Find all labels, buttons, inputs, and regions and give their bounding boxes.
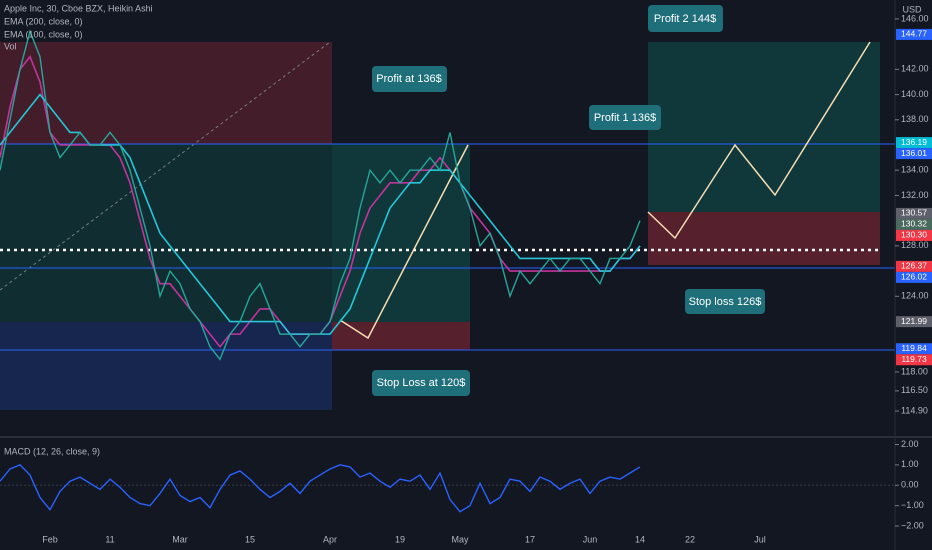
price-line	[0, 464, 641, 513]
x-tick-label: 14	[635, 534, 645, 544]
price-tag	[896, 271, 932, 283]
macd-title: MACD (12, 26, close, 9)	[4, 446, 100, 456]
price-tag-label: 130.32	[901, 219, 927, 229]
price-tag	[896, 316, 932, 328]
y-tick-label: 114.90	[901, 405, 928, 415]
y-tick-label: 134.00	[901, 165, 929, 175]
price-tag	[896, 260, 932, 272]
price-tag-label: 144.77	[901, 29, 927, 39]
y-tick-label: 138.00	[901, 114, 929, 124]
x-tick-label: Jul	[754, 534, 766, 544]
loss-zone	[332, 322, 470, 350]
price-tag	[896, 207, 932, 219]
x-tick-label: Feb	[42, 534, 58, 544]
chart-title: Apple Inc, 30, Cboe BZX, Heikin Ashi	[4, 3, 153, 13]
price-tag-label: 136.19	[901, 137, 927, 147]
y-tick-label: 0.00	[901, 480, 919, 490]
y-tick-label: 128.00	[901, 240, 929, 250]
price-tag	[896, 148, 932, 160]
price-tag	[896, 229, 932, 241]
marks: 146.00142.00140.00138.00134.00132.00128.…	[0, 13, 932, 544]
price-tag	[896, 343, 932, 355]
loss-zone	[648, 212, 880, 265]
volume-label: Vol	[4, 41, 17, 51]
y-tick-label: 142.00	[901, 64, 929, 74]
price-line	[0, 29, 641, 361]
y-tick-label: 124.00	[901, 291, 929, 301]
projection	[647, 41, 871, 240]
price-tag-label: 126.37	[901, 261, 927, 271]
price-tag	[896, 28, 932, 40]
range-zone	[0, 322, 332, 410]
trend-line	[0, 41, 331, 291]
note: Stop Loss at 120$	[377, 377, 466, 389]
note-box	[372, 370, 470, 396]
legend-entry: EMA (200, close, 0)	[4, 16, 83, 26]
currency: USD	[902, 4, 922, 14]
price-tag-label: 126.02	[901, 272, 927, 282]
note: Profit 1 136$	[594, 112, 656, 124]
annotations: Profit at 136$ Stop Loss at 120$ Profit …	[372, 5, 765, 396]
x-tick-label: May	[451, 534, 469, 544]
y-tick-label: −2.00	[901, 520, 924, 530]
note: Profit at 136$	[376, 73, 441, 85]
profit-zone	[648, 42, 880, 212]
risk-zone	[0, 42, 332, 144]
y-tick-label: 146.00	[901, 13, 929, 23]
y-tick-label: 2.00	[901, 439, 919, 449]
price-tag-label: 121.99	[901, 316, 927, 326]
y-tick-label: 1.00	[901, 459, 919, 469]
x-tick-label: Mar	[172, 534, 188, 544]
price-tag-label: 136.01	[901, 148, 927, 158]
price-tag-label: 130.57	[901, 208, 927, 218]
note-box	[685, 289, 765, 314]
price-tag-label: 130.30	[901, 230, 927, 240]
price-tag	[896, 354, 932, 366]
projection	[339, 144, 469, 340]
x-tick-label: 19	[395, 534, 405, 544]
x-tick-label: Apr	[323, 534, 337, 544]
note-box	[648, 5, 723, 32]
note: Profit 2 144$	[654, 13, 716, 25]
note: Stop loss 126$	[689, 296, 762, 308]
y-tick-label: −1.00	[901, 500, 924, 510]
price-tag	[896, 137, 932, 149]
x-tick-label: Jun	[583, 534, 598, 544]
price-tag-label: 119.84	[901, 343, 927, 353]
price-tag-label: 119.73	[901, 354, 927, 364]
x-tick-label: 15	[245, 534, 255, 544]
x-tick-label: 17	[525, 534, 535, 544]
note-box	[372, 66, 447, 92]
note-box	[589, 105, 661, 130]
x-tick-label: 11	[105, 534, 114, 544]
x-tick-label: 22	[685, 534, 695, 544]
price-tag	[896, 218, 932, 230]
y-tick-label: 116.50	[901, 385, 928, 395]
reward-zone	[0, 144, 332, 322]
legend-entry: EMA (100, close, 0)	[4, 29, 83, 39]
y-tick-label: 118.00	[901, 366, 928, 376]
y-tick-label: 132.00	[901, 190, 929, 200]
y-tick-label: 140.00	[901, 89, 929, 99]
